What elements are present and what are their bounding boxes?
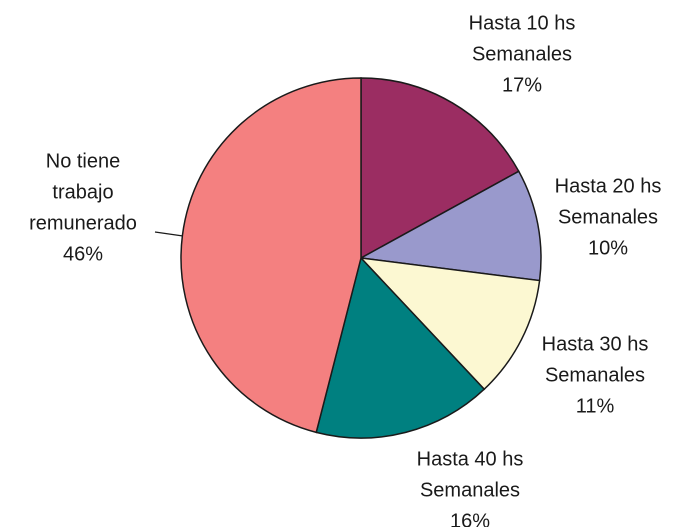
slice-label: Semanales bbox=[545, 364, 645, 386]
slice-label: No tiene bbox=[46, 150, 121, 172]
pie-slice bbox=[360, 77, 520, 260]
pie-slice bbox=[359, 256, 541, 391]
pie-slice bbox=[358, 170, 542, 282]
slice-label: Semanales bbox=[558, 206, 658, 228]
value-label: 16% bbox=[450, 510, 490, 527]
value-label: 10% bbox=[588, 237, 628, 259]
value-label: 17% bbox=[502, 74, 542, 96]
slice-label: Semanales bbox=[472, 43, 572, 65]
slice-label: Semanales bbox=[420, 479, 520, 501]
value-label: 46% bbox=[63, 243, 103, 265]
value-label: 11% bbox=[576, 395, 615, 417]
slice-label: Hasta 20 hs bbox=[555, 175, 662, 197]
slice-label: remunerado bbox=[29, 212, 137, 234]
slice-label: Hasta 40 hs bbox=[417, 448, 524, 470]
slice-label: Hasta 10 hs bbox=[469, 12, 576, 34]
slice-label: Hasta 30 hs bbox=[542, 333, 649, 355]
slice-label: trabajo bbox=[52, 181, 113, 203]
pie-slice bbox=[180, 77, 362, 434]
pie-slice bbox=[315, 256, 486, 439]
